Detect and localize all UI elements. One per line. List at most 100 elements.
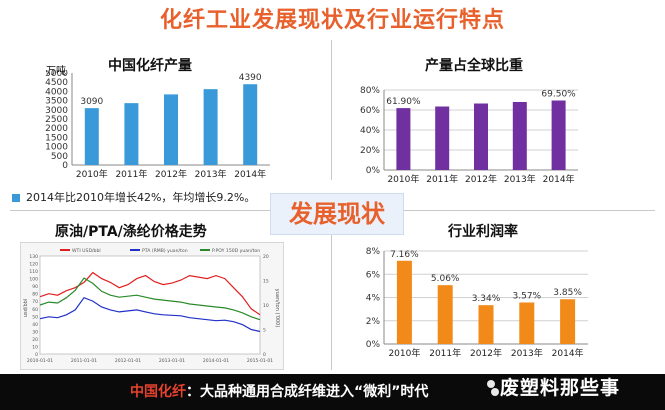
x-tick-label: 2014年	[552, 347, 584, 359]
bar	[478, 305, 494, 344]
legend-label: PTA (RMB) yuan/ton	[142, 248, 188, 254]
y-tick-label: 2000	[45, 124, 68, 134]
x-tick-label: 2013年	[511, 347, 543, 359]
y-tick-label: 80	[32, 292, 38, 298]
chart-title-output: 中国化纤产量	[108, 58, 192, 74]
note-text: 2014年比2010年增长42%，年均增长9.2%。	[26, 191, 256, 204]
y-tick-label: 80%	[360, 86, 380, 96]
y-tick-label: 120	[29, 262, 38, 268]
bullet-square-icon	[12, 194, 20, 202]
y-tick-label: 60	[32, 307, 38, 313]
x-tick-label: 2013年	[504, 173, 536, 185]
y-right-axis-label: yuan/ton ('000)	[274, 289, 280, 328]
x-tick-label: 2012-01-01	[115, 358, 141, 364]
data-label: 5.06%	[431, 274, 460, 284]
y-tick-label: 40	[32, 322, 38, 328]
y-right-tick-label: 10	[263, 303, 269, 309]
y-tick-label: 30	[32, 329, 38, 335]
x-tick-label: 2012年	[155, 168, 187, 180]
y-tick-label: 3500	[45, 97, 68, 107]
bar	[551, 100, 566, 170]
data-label: 3.85%	[553, 288, 582, 298]
data-label: 69.50%	[541, 90, 576, 100]
x-tick-label: 2014年	[543, 173, 575, 185]
series-line	[39, 271, 261, 316]
x-tick-label: 2010年	[387, 173, 419, 185]
y-tick-label: 8%	[366, 247, 381, 257]
y-tick-label: 70	[32, 299, 38, 305]
x-tick-label: 2012年	[470, 347, 502, 359]
x-tick-label: 2010年	[76, 168, 108, 180]
y-tick-label: 20%	[360, 146, 380, 156]
x-tick-label: 2011-01-01	[71, 358, 97, 364]
divider	[331, 230, 332, 370]
y-tick-label: 110	[29, 269, 38, 275]
bar	[203, 89, 218, 165]
bar	[164, 94, 178, 165]
data-label: 3.34%	[472, 294, 501, 304]
y-tick-label: 50	[32, 314, 38, 320]
data-label: 7.16%	[390, 250, 419, 260]
y-tick-label: 1000	[45, 143, 68, 153]
y-tick-label: 2500	[45, 115, 68, 125]
x-tick-label: 2010-01-01	[27, 358, 53, 364]
bar	[396, 260, 412, 344]
brand-name: 废塑料那些事	[500, 377, 621, 399]
y-tick-label: 500	[51, 152, 68, 162]
bar	[243, 84, 258, 165]
bar	[435, 106, 450, 170]
x-tick-label: 2011年	[429, 347, 461, 359]
page-title: 化纤工业发展现状及行业运行特点	[159, 8, 505, 33]
margin-bar-chart: 0% 2% 4% 6% 8% 2010年 7.16% 2011年 5.06% 2012年 3.34%…	[366, 247, 588, 359]
x-tick-label: 2013-01-01	[159, 358, 185, 364]
bar	[512, 102, 527, 170]
y-tick-label: 1500	[45, 133, 68, 143]
x-tick-label: 2010年	[388, 347, 420, 359]
y-tick-label: 3000	[45, 106, 68, 116]
legend-label: WTI USD/bbl	[72, 248, 101, 254]
x-tick-label: 2013年	[195, 168, 227, 180]
bar	[396, 108, 411, 170]
y-tick-label: 0	[62, 161, 68, 171]
x-tick-label: 2014-01-01	[203, 358, 229, 364]
divider	[400, 210, 655, 211]
bar	[124, 103, 139, 165]
share-bar-chart: 0% 20% 40% 60% 80% 2010年 61.90% 2011年 2012年 2013年…	[360, 86, 578, 185]
y-tick-label: 0	[35, 352, 38, 358]
y-tick-label: 130	[29, 254, 38, 260]
chart-title-margin: 行业利润率	[448, 224, 518, 240]
y-tick-label: 6%	[366, 270, 381, 280]
bar	[84, 108, 99, 165]
y-tick-label: 60%	[360, 106, 380, 116]
y-tick-label: 90	[32, 284, 38, 290]
y-tick-label: 2%	[366, 317, 381, 327]
y-tick-label: 4500	[45, 78, 68, 88]
wechat-logo-icon	[487, 380, 499, 396]
data-label: 4390	[239, 73, 262, 83]
y-tick-label: 0%	[366, 340, 381, 350]
x-tick-label: 2015-01-01	[247, 358, 273, 364]
bar	[437, 285, 453, 344]
y-right-tick-label: 0	[263, 352, 266, 358]
series-line	[39, 277, 261, 321]
bar	[519, 302, 535, 344]
x-tick-label: 2012年	[465, 173, 497, 185]
footer-text: ：大品种通用合成纤维进入“微利”时代	[186, 384, 429, 400]
series-line	[39, 296, 261, 333]
data-label: 61.90%	[386, 97, 421, 107]
legend-label: P.POY 150D yuan/ton	[212, 248, 260, 254]
footer-bar	[0, 374, 665, 410]
output-bar-chart: 0500100015002000250030003500400045005000…	[45, 70, 270, 180]
y-tick-label: 20	[32, 337, 38, 343]
plot-area	[39, 255, 261, 355]
section-badge: 发展现状	[270, 193, 404, 235]
y-tick-label: 40%	[360, 126, 380, 136]
divider	[331, 40, 332, 180]
footer-caption: 中国化纤：大品种通用合成纤维进入“微利”时代	[130, 381, 428, 401]
y-tick-label: 4000	[45, 87, 68, 97]
y-axis-label: usd/bbl	[23, 299, 29, 317]
y-tick-label: 0%	[366, 166, 381, 176]
footer-highlight: 中国化纤	[130, 384, 186, 400]
x-tick-label: 2014年	[234, 168, 266, 180]
y-right-tick-label: 20	[263, 254, 269, 260]
